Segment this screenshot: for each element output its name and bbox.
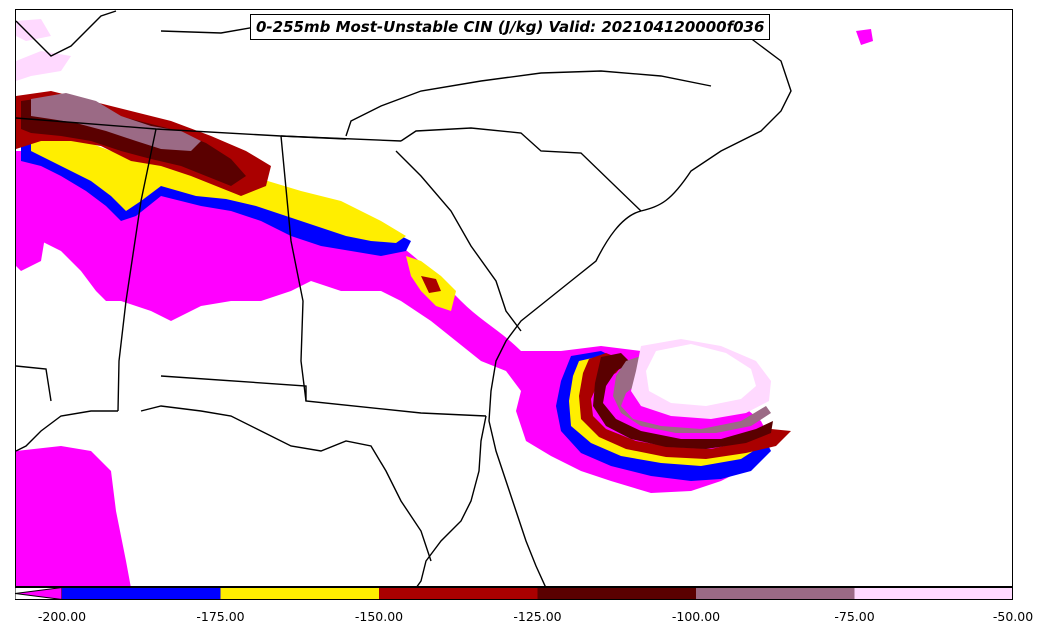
colorbar-segment [379,587,538,600]
colorbar [15,587,1013,600]
map-panel [15,9,1013,587]
colorbar-extend-triangle [15,587,63,600]
colorbar-tick-label: -100.00 [671,609,721,624]
colorbar-segment [537,587,696,600]
coastline [16,30,792,586]
colorbar-segment [220,587,379,600]
colorbar-outline [15,587,1013,600]
colorbar-tick-label: -50.00 [992,609,1034,624]
cin-shading-mauve [31,93,771,433]
colorbar-tick-label: -175.00 [196,609,245,624]
colorbar-tick-label: -125.00 [513,609,562,624]
colorbar-segment [696,587,855,600]
colorbar-tick-label: -150.00 [354,609,404,624]
cin-shading-white-core [646,344,756,406]
map-title: 0-255mb Most-Unstable CIN (J/kg) Valid: … [250,14,771,40]
cin-map [16,10,873,586]
colorbar-segment [854,587,1013,600]
colorbar-tick-label: -200.00 [37,609,87,624]
colorbar-segment [62,587,221,600]
state-borders [16,10,712,417]
colorbar-segments [15,587,1013,600]
colorbar-tick-label: -75.00 [834,609,875,624]
